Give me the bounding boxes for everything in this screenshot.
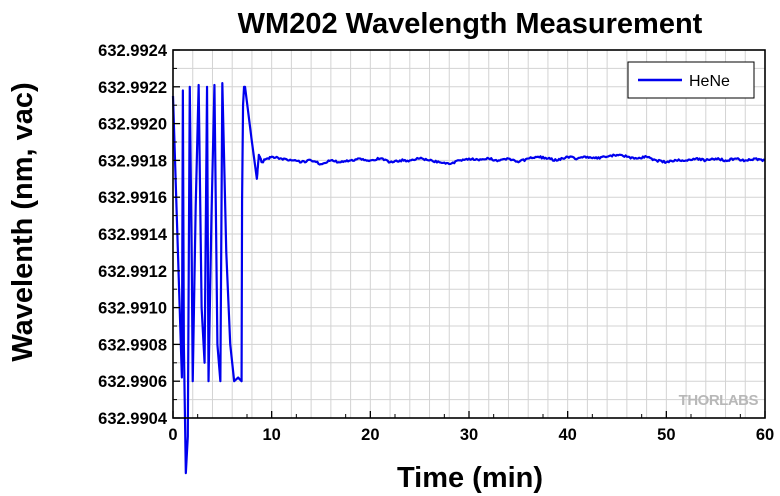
y-tick-label: 632.9906 <box>98 373 167 391</box>
y-tick-label: 632.9912 <box>98 263 167 281</box>
x-ticks: 0 10 20 30 40 50 60 <box>168 411 774 444</box>
y-tick-label: 632.9914 <box>98 226 168 244</box>
x-tick-label: 20 <box>361 426 379 444</box>
chart-title: WM202 Wavelength Measurement <box>238 8 703 40</box>
y-tick-label: 632.9904 <box>98 410 168 428</box>
x-axis-label: Time (min) <box>397 462 543 494</box>
x-tick-label: 0 <box>168 426 177 444</box>
y-axis-label: Wavelenth (nm, vac) <box>7 82 39 361</box>
y-ticks: 632.9904 632.9906 632.9908 632.9910 632.9912… <box>98 42 180 428</box>
x-tick-label: 50 <box>657 426 675 444</box>
legend-label-hene: HeNe <box>689 73 730 90</box>
y-tick-label: 632.9918 <box>98 152 167 170</box>
y-tick-label: 632.9908 <box>98 336 167 354</box>
x-tick-label: 60 <box>756 426 774 444</box>
y-tick-label: 632.9916 <box>98 189 167 207</box>
watermark-logo: THORLABS <box>679 392 759 409</box>
legend: HeNe <box>627 61 755 99</box>
y-tick-label: 632.9924 <box>98 42 168 60</box>
series-line-hene <box>171 82 766 475</box>
y-tick-label: 632.9910 <box>98 300 167 318</box>
y-tick-label: 632.9922 <box>98 79 167 97</box>
x-tick-label: 10 <box>262 426 280 444</box>
y-tick-label: 632.9920 <box>98 116 167 134</box>
x-tick-label: 40 <box>558 426 576 444</box>
plot-frame <box>172 49 766 419</box>
x-tick-label: 30 <box>460 426 478 444</box>
grid <box>172 49 766 419</box>
series-layer <box>171 82 766 475</box>
